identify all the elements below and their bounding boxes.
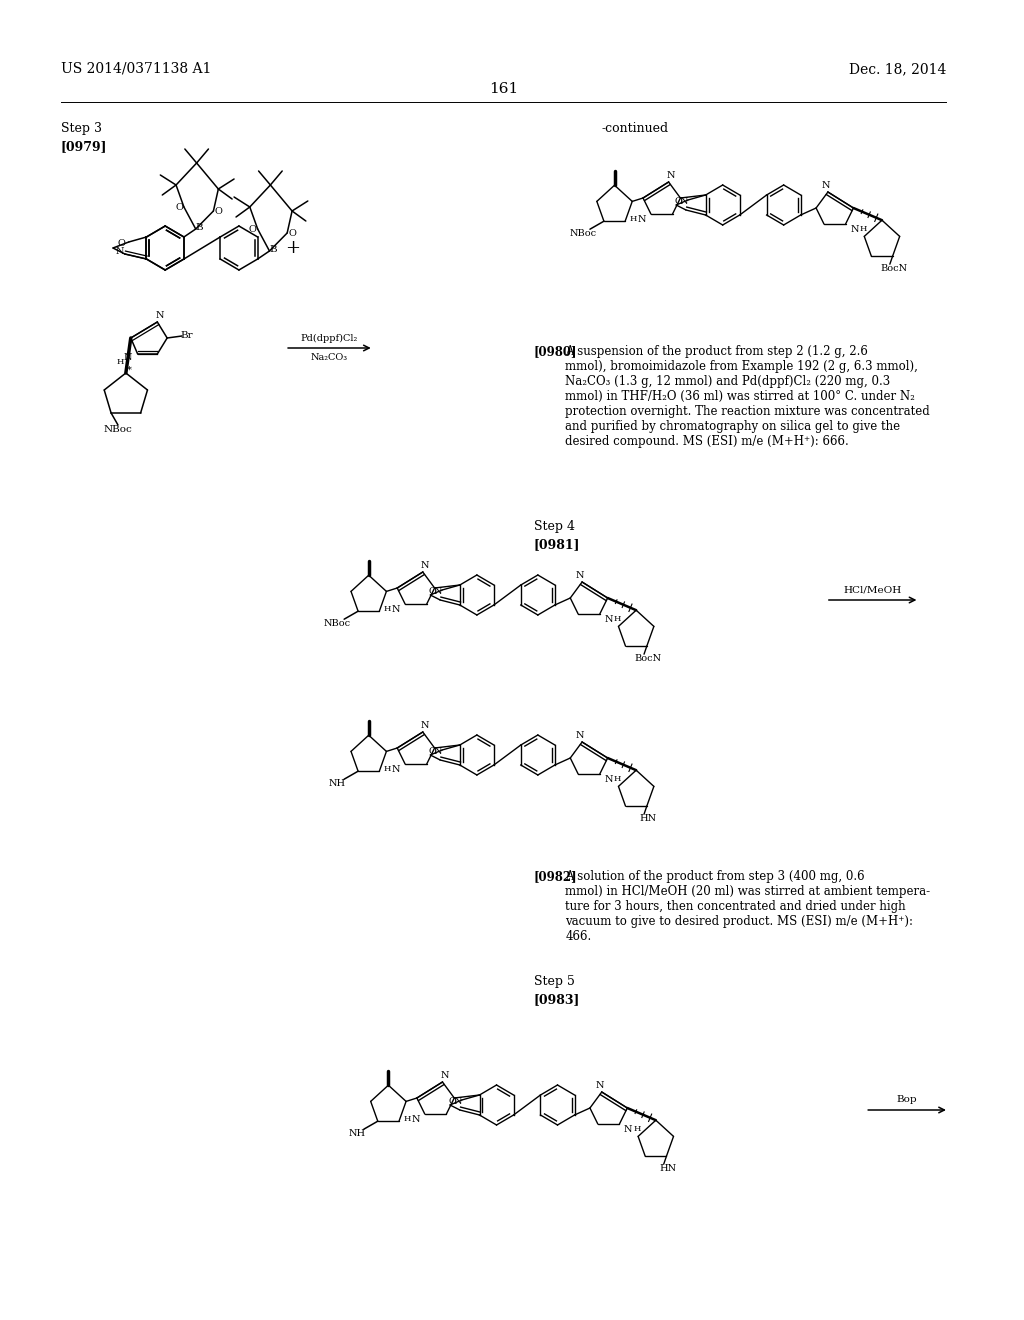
Text: B: B [269,246,278,255]
Text: HN: HN [659,1164,676,1172]
Text: NBoc: NBoc [569,228,597,238]
Text: N: N [575,730,585,739]
Text: N: N [624,1125,633,1134]
Text: Step 5: Step 5 [534,975,574,987]
Text: O: O [449,1097,456,1106]
Text: HN: HN [639,813,656,822]
Text: O: O [175,202,183,211]
Text: NH: NH [348,1129,366,1138]
Text: B: B [196,223,204,232]
Text: -continued: -continued [602,121,669,135]
Text: N: N [116,248,124,256]
Text: O: O [428,747,436,756]
Text: 161: 161 [488,82,518,96]
Text: N: N [392,764,400,774]
Text: Step 3: Step 3 [61,121,102,135]
Text: O: O [428,587,436,597]
Text: [0981]: [0981] [534,539,581,550]
Text: Dec. 18, 2014: Dec. 18, 2014 [849,62,946,77]
Text: [0980]: [0980] [534,345,578,358]
Text: [0979]: [0979] [61,140,108,153]
Text: Na₂CO₃: Na₂CO₃ [311,354,348,363]
Text: N: N [604,615,613,623]
Text: N: N [454,1097,462,1106]
Text: N: N [392,605,400,614]
Text: [0983]: [0983] [534,993,581,1006]
Text: +: + [286,239,300,257]
Text: N: N [421,721,429,730]
Text: Br: Br [180,330,194,339]
Text: H: H [613,615,622,623]
Text: N: N [596,1081,604,1089]
Text: A solution of the product from step 3 (400 mg, 0.6
mmol) in HCl/MeOH (20 ml) was: A solution of the product from step 3 (4… [565,870,931,942]
Text: O: O [288,228,296,238]
Text: O: O [118,239,126,248]
Text: Step 4: Step 4 [534,520,574,533]
Text: O: O [674,198,682,206]
Text: BocN: BocN [881,264,907,273]
Text: O: O [249,224,257,234]
Text: N: N [440,1071,449,1080]
Text: *: * [126,366,131,375]
Text: N: N [575,570,585,579]
Text: N: N [421,561,429,569]
Text: [0982]: [0982] [534,870,578,883]
Text: N: N [412,1114,420,1123]
Text: NBoc: NBoc [103,425,132,434]
Text: A suspension of the product from step 2 (1.2 g, 2.6
mmol), bromoimidazole from E: A suspension of the product from step 2 … [565,345,930,447]
Text: US 2014/0371138 A1: US 2014/0371138 A1 [61,62,211,77]
Text: HCl/MeOH: HCl/MeOH [844,586,902,594]
Text: N: N [434,747,442,756]
Text: N: N [156,310,165,319]
Text: N: N [821,181,830,190]
Text: H: H [634,1125,641,1133]
Text: N: N [124,352,132,362]
Text: N: N [667,170,675,180]
Text: Pd(dppf)Cl₂: Pd(dppf)Cl₂ [301,334,358,343]
Text: NBoc: NBoc [324,619,351,628]
Text: H: H [403,1115,411,1123]
Text: H: H [384,605,391,612]
Text: N: N [434,587,442,597]
Text: O: O [214,206,222,215]
Text: Bop: Bop [897,1096,918,1105]
Text: H: H [613,775,622,783]
Text: BocN: BocN [635,653,662,663]
Text: NH: NH [329,779,346,788]
Text: N: N [850,224,859,234]
Text: N: N [680,198,688,206]
Text: N: N [604,775,613,784]
Text: H: H [384,766,391,774]
Text: H: H [117,358,124,366]
Text: H: H [630,215,637,223]
Text: N: N [638,214,646,223]
Text: H: H [859,224,867,234]
